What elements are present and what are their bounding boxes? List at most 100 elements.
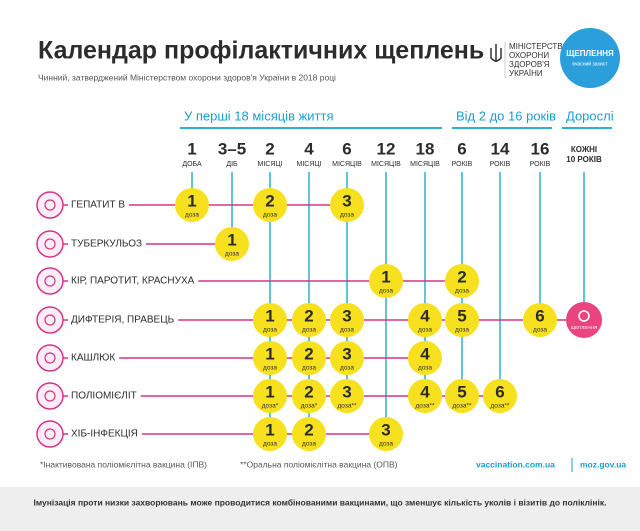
column-unit: МІСЯЦІ <box>257 161 282 168</box>
link[interactable]: vaccination.com.ua <box>476 459 555 469</box>
dose-number: 2 <box>304 344 313 363</box>
dose-circle <box>408 341 442 375</box>
group-label: Від 2 до 16 років <box>456 108 556 123</box>
disease-icon <box>36 306 64 334</box>
dose-unit: доза* <box>262 403 279 410</box>
footer-bar <box>0 487 640 531</box>
dose-circle <box>292 417 326 451</box>
column-number: 6 <box>457 139 466 158</box>
booster-icon <box>578 310 590 322</box>
disease-icon-core <box>44 199 56 211</box>
column-number: 14 <box>491 139 510 158</box>
dose-unit: доза <box>263 365 277 372</box>
dose-number: 6 <box>535 306 544 325</box>
dose-unit: доза <box>455 288 469 295</box>
dose-circle <box>253 341 287 375</box>
disease-icon-core <box>44 352 56 364</box>
link[interactable]: moz.gov.ua <box>580 459 626 469</box>
dose-circle <box>292 341 326 375</box>
dose-circle <box>330 379 364 413</box>
column-unit: РОКІВ <box>490 161 511 168</box>
dose-unit: доза** <box>491 403 510 410</box>
dose-unit: доза <box>533 327 547 334</box>
dose-circle <box>408 379 442 413</box>
dose-number: 4 <box>420 344 430 363</box>
disease-icon <box>36 267 64 295</box>
column-number: 4 <box>304 139 314 158</box>
dose-unit: доза <box>263 441 277 448</box>
disease-icon-core <box>44 314 56 326</box>
disease-icon-core <box>44 275 56 287</box>
disease-icon-core <box>44 390 56 402</box>
dose-unit: доза <box>302 441 316 448</box>
disease-name: ХІБ-ІНФЕКЦІЯ <box>71 429 138 440</box>
dose-number: 3 <box>342 382 351 401</box>
dose-number: 4 <box>420 382 430 401</box>
dose-number: 5 <box>457 382 466 401</box>
column-unit: ДОБА <box>182 161 202 168</box>
dose-number: 1 <box>265 420 274 439</box>
dose-unit: доза <box>185 212 199 219</box>
campaign-name: ЩЕПЛЕННЯ <box>566 49 614 58</box>
dose-circle <box>483 379 517 413</box>
disease-name: ДИФТЕРІЯ, ПРАВЕЦЬ <box>71 315 175 326</box>
column-unit: РОКІВ <box>452 161 473 168</box>
column-unit: МІСЯЦІ <box>296 161 321 168</box>
ministry-line: МІНІСТЕРСТВО <box>509 42 569 51</box>
column-unit: ДІБ <box>226 161 238 168</box>
dose-circle <box>445 379 479 413</box>
column-number: 18 <box>416 139 435 158</box>
dose-unit: доза <box>340 327 354 334</box>
footnote: **Оральна поліомієлітна вакцина (ОПВ) <box>240 459 398 469</box>
column-number: 1 <box>187 139 196 158</box>
dose-number: 2 <box>304 420 313 439</box>
dose-unit: доза* <box>301 403 318 410</box>
campaign-slogan: вчасний захист <box>572 60 608 67</box>
campaign-logo: ЩЕПЛЕННЯ вчасний захист <box>560 28 620 88</box>
column-unit: МІСЯЦІВ <box>371 161 401 168</box>
column-unit: МІСЯЦІВ <box>410 161 440 168</box>
disease-icon <box>36 344 64 372</box>
dose-circle <box>292 303 326 337</box>
dose-circle <box>408 303 442 337</box>
dose-unit: доза** <box>416 403 435 410</box>
dose-number: 2 <box>457 267 466 286</box>
column-number: 16 <box>531 139 550 158</box>
disease-icon <box>36 191 64 219</box>
column-number: 6 <box>342 139 351 158</box>
dose-circle <box>330 188 364 222</box>
dose-number: 3 <box>342 344 351 363</box>
dose-unit: доза <box>418 365 432 372</box>
column-number: 3–5 <box>218 139 246 158</box>
calendar: У перші 18 місяців життя Від 2 до 16 рокі… <box>36 108 614 451</box>
dose-circle <box>523 303 557 337</box>
ministry-line: ЗДОРОВ'Я <box>509 60 550 69</box>
column-number: КОЖНІ <box>571 145 597 154</box>
disease-icon-core <box>44 238 56 250</box>
dose-circle <box>253 188 287 222</box>
dose-circle <box>253 417 287 451</box>
dose-unit: доза <box>225 251 239 258</box>
dose-number: 3 <box>342 306 351 325</box>
title: Календар профілактичних щеплень <box>38 37 484 65</box>
footer: *Інактивована поліомієлітна вакцина (ІПВ… <box>0 458 640 531</box>
group-label: У перші 18 місяців життя <box>184 108 334 123</box>
dose-number: 5 <box>457 306 466 325</box>
dose-circle <box>445 264 479 298</box>
group-label: Дорослі <box>566 108 614 123</box>
column-unit: РОКІВ <box>530 161 551 168</box>
trident <box>490 44 502 62</box>
column-number: 12 <box>377 139 396 158</box>
disease-icon-core <box>44 428 56 440</box>
ministry-logo: МІНІСТЕРСТВО ОХОРОНИ ЗДОРОВ'Я УКРАЇНИ <box>490 42 569 78</box>
dose-circle <box>253 379 287 413</box>
dose-number: 2 <box>304 306 313 325</box>
dose-number: 1 <box>265 306 274 325</box>
dose-unit: доза <box>379 441 393 448</box>
disease-icon <box>36 230 64 258</box>
column-number: 2 <box>265 139 274 158</box>
subtitle: Чинний, затверджений Міністерством охоро… <box>38 72 336 82</box>
dose-number: 2 <box>265 191 274 210</box>
dose-number: 3 <box>342 191 351 210</box>
footnote: *Інактивована поліомієлітна вакцина (ІПВ… <box>40 459 207 469</box>
